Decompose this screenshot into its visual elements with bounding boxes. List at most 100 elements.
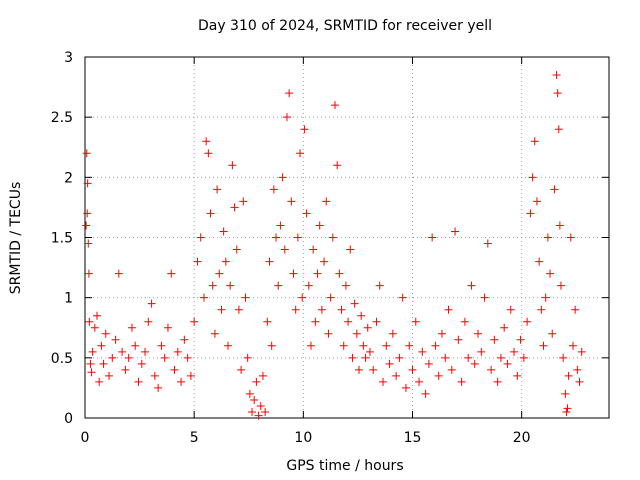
data-point — [88, 347, 97, 356]
data-point — [359, 341, 368, 350]
data-point — [372, 317, 381, 326]
data-point — [309, 245, 318, 254]
data-point — [541, 293, 550, 302]
data-point — [258, 371, 267, 380]
data-point — [206, 209, 215, 218]
data-point — [193, 257, 202, 266]
data-point — [344, 317, 353, 326]
data-point — [87, 368, 96, 377]
data-point — [241, 293, 250, 302]
data-point — [464, 353, 473, 362]
data-point — [313, 269, 322, 278]
data-point — [550, 185, 559, 194]
data-point — [418, 347, 427, 356]
data-point — [470, 359, 479, 368]
data-point — [348, 353, 357, 362]
data-point — [500, 323, 509, 332]
data-point — [263, 317, 272, 326]
data-point — [562, 407, 571, 416]
data-point — [357, 311, 366, 320]
data-point — [467, 281, 476, 290]
data-point — [287, 197, 296, 206]
data-point — [526, 209, 535, 218]
data-point — [213, 185, 222, 194]
data-point — [217, 305, 226, 314]
data-point — [365, 347, 374, 356]
data-point — [95, 377, 104, 386]
data-point — [157, 341, 166, 350]
data-point — [82, 221, 91, 230]
data-point — [124, 353, 133, 362]
y-tick-label: 3 — [64, 50, 73, 66]
data-point — [324, 329, 333, 338]
data-point — [341, 281, 350, 290]
data-point — [261, 407, 270, 416]
data-point — [457, 377, 466, 386]
data-point — [186, 371, 195, 380]
data-point — [315, 221, 324, 230]
data-point — [278, 173, 287, 182]
data-point — [523, 317, 532, 326]
data-point — [306, 341, 315, 350]
data-point — [190, 317, 199, 326]
data-point — [114, 269, 123, 278]
data-point — [90, 323, 99, 332]
data-point — [346, 245, 355, 254]
x-tick-label: 5 — [190, 430, 199, 446]
data-point — [563, 404, 572, 413]
data-point — [431, 341, 440, 350]
data-point — [379, 377, 388, 386]
data-point — [408, 365, 417, 374]
data-point — [237, 365, 246, 374]
y-tick-label: 0 — [64, 411, 73, 427]
data-point — [355, 365, 364, 374]
data-point — [352, 329, 361, 338]
data-point — [528, 173, 537, 182]
data-point — [330, 101, 339, 110]
data-point — [546, 269, 555, 278]
data-point — [160, 353, 169, 362]
data-point — [144, 317, 153, 326]
data-point — [490, 335, 499, 344]
data-point — [398, 293, 407, 302]
data-point — [105, 371, 114, 380]
data-point — [363, 323, 372, 332]
data-point — [150, 371, 159, 380]
data-point — [571, 305, 580, 314]
data-point — [177, 377, 186, 386]
data-point — [199, 293, 208, 302]
data-point — [434, 371, 443, 380]
data-point — [335, 269, 344, 278]
x-tick-label: 15 — [404, 430, 422, 446]
data-point — [86, 359, 95, 368]
data-point — [173, 347, 182, 356]
data-point — [322, 197, 331, 206]
data-point — [388, 329, 397, 338]
data-point — [444, 305, 453, 314]
data-point — [573, 365, 582, 374]
data-point — [274, 281, 283, 290]
data-point — [559, 353, 568, 362]
data-point — [539, 341, 548, 350]
data-point — [554, 125, 563, 134]
data-point — [421, 389, 430, 398]
x-tick-label: 10 — [294, 430, 312, 446]
axis-ticks: 0 0.5 1 1.5 2 2.5 3 0 5 10 15 20 — [51, 50, 609, 446]
data-point — [537, 305, 546, 314]
data-point — [337, 305, 346, 314]
x-tick-label: 20 — [513, 430, 531, 446]
y-tick-label: 0.5 — [51, 351, 73, 367]
data-point — [230, 203, 239, 212]
data-point — [487, 365, 496, 374]
data-point — [202, 137, 211, 146]
data-point — [180, 335, 189, 344]
data-point — [405, 341, 414, 350]
data-point — [248, 407, 257, 416]
data-point — [532, 197, 541, 206]
data-point — [224, 341, 233, 350]
data-point — [82, 149, 91, 158]
data-point — [298, 293, 307, 302]
data-point — [304, 281, 313, 290]
data-point — [93, 311, 102, 320]
